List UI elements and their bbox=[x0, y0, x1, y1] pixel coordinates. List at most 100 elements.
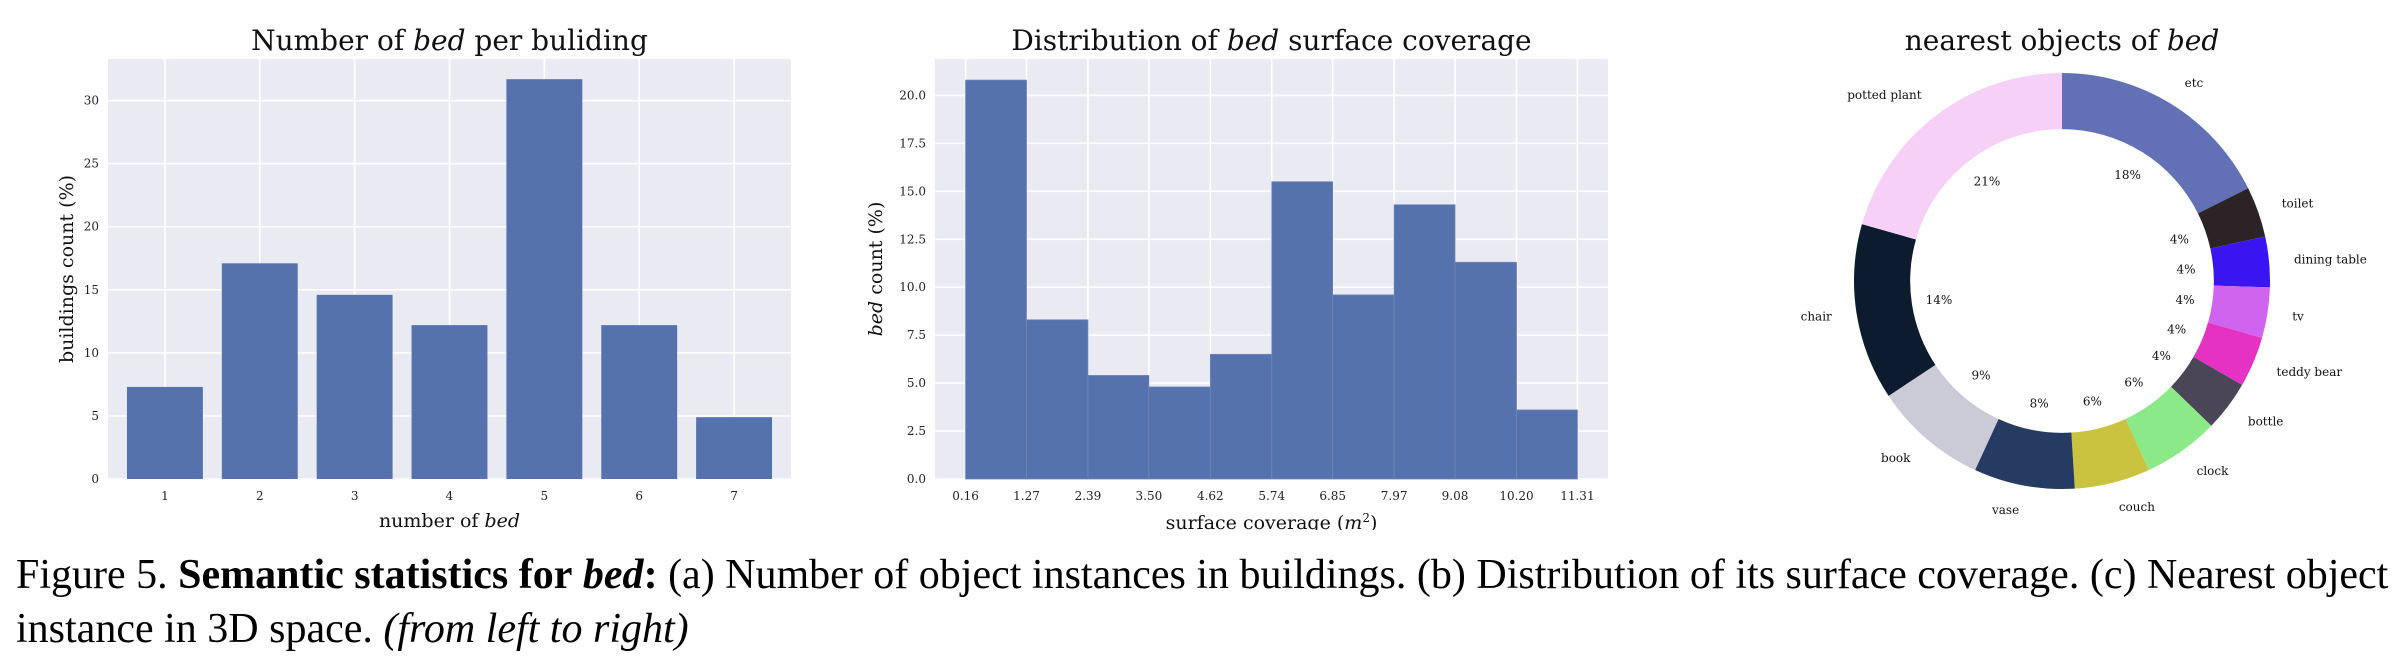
caption-colon: : bbox=[643, 552, 658, 598]
slice-percent-label: 4% bbox=[2167, 323, 2186, 337]
slice-couch bbox=[2071, 418, 2149, 489]
histogram-bar bbox=[1271, 181, 1334, 480]
histogram-bed-surface-coverage: 0.0 2.5 5.0 7.5 10.0 12.5 15.0 17.5 20.0 0.16 1.27… bbox=[865, 24, 1608, 530]
x-axis-label: surface coverage (m2) bbox=[1166, 511, 1378, 530]
slice-percent-label: 4% bbox=[2176, 293, 2195, 307]
slice-clock bbox=[2125, 386, 2212, 470]
slice-percent-label: 9% bbox=[1971, 369, 1990, 383]
caption-bold-object: bed bbox=[582, 552, 644, 598]
y-tick-label: 20.0 bbox=[899, 88, 926, 102]
y-tick-label: 10.0 bbox=[899, 280, 926, 294]
histogram-bar bbox=[1393, 204, 1456, 480]
slice-bottle bbox=[2171, 356, 2243, 426]
x-tick-label: 4 bbox=[446, 489, 454, 503]
slice-label: couch bbox=[2119, 500, 2155, 514]
y-tick-label: 0 bbox=[91, 472, 99, 486]
slice-percent-label: 4% bbox=[2152, 349, 2171, 363]
histogram-bar bbox=[1026, 319, 1089, 480]
histogram-bar bbox=[1516, 409, 1578, 480]
x-tick-label: 2.39 bbox=[1075, 489, 1102, 503]
x-tick-label: 0.16 bbox=[952, 489, 979, 503]
histogram-bar bbox=[1087, 375, 1150, 480]
y-axis-label: bed count (%) bbox=[865, 202, 887, 337]
slice-label: clock bbox=[2197, 464, 2230, 478]
histogram-bar bbox=[1209, 353, 1273, 480]
y-tick-label: 25 bbox=[84, 157, 99, 171]
slice-toilet bbox=[2197, 188, 2266, 249]
x-tick-label: 6 bbox=[635, 489, 643, 503]
x-tick-label: 9.08 bbox=[1442, 489, 1469, 503]
slice-label: potted plant bbox=[1847, 88, 1922, 102]
bar-7 bbox=[696, 417, 773, 479]
y-tick-label: 12.5 bbox=[899, 232, 926, 246]
y-tick-label: 2.5 bbox=[907, 424, 926, 438]
slice-label: book bbox=[1881, 451, 1911, 465]
y-tick-label: 7.5 bbox=[907, 328, 926, 342]
x-tick-label: 11.31 bbox=[1560, 489, 1594, 503]
slice-label: chair bbox=[1801, 310, 1832, 324]
y-tick-label: 15 bbox=[84, 283, 99, 297]
slice-percent-label: 18% bbox=[2114, 168, 2141, 182]
x-tick-label: 7 bbox=[730, 489, 738, 503]
slice-tv bbox=[2208, 285, 2270, 338]
histogram-bar bbox=[1454, 261, 1517, 480]
x-tick-label: 6.85 bbox=[1319, 489, 1346, 503]
bar-5 bbox=[506, 79, 583, 480]
x-tick-label: 3.50 bbox=[1136, 489, 1163, 503]
x-tick-label: 1 bbox=[161, 489, 169, 503]
slice-potted-plant bbox=[1861, 73, 2062, 240]
caption-figure-number: Figure 5. bbox=[16, 552, 168, 598]
bar-4 bbox=[411, 325, 488, 479]
chart-title: Number of bed per buliding bbox=[251, 24, 648, 57]
bar-chart-bed-per-building: 0 5 10 15 20 25 30 1 2 3 4 5 6 7 Number of bed per bul… bbox=[56, 24, 791, 530]
histogram-bar bbox=[1332, 294, 1395, 480]
slice-book bbox=[1888, 364, 1999, 470]
figure-caption: Figure 5. Semantic statistics for bed: (… bbox=[16, 548, 2396, 656]
slice-teddy-bear bbox=[2193, 322, 2263, 385]
histogram-bar bbox=[965, 79, 1027, 480]
slice-label: vase bbox=[1991, 503, 2019, 517]
bar-6 bbox=[601, 325, 678, 479]
x-tick-label: 5.74 bbox=[1258, 489, 1285, 503]
slice-label: etc bbox=[2185, 76, 2204, 90]
y-tick-label: 15.0 bbox=[899, 184, 926, 198]
donut-chart-nearest-objects: etc 18% toilet 4% dining table 4% tv 4% teddy be… bbox=[1801, 24, 2367, 517]
x-tick-label: 3 bbox=[351, 489, 359, 503]
slice-percent-label: 6% bbox=[2083, 395, 2102, 409]
y-tick-label: 30 bbox=[84, 94, 99, 108]
slice-percent-label: 4% bbox=[2176, 263, 2195, 277]
caption-note: (from left to right) bbox=[383, 606, 689, 652]
caption-bold-title: Semantic statistics for bbox=[178, 552, 573, 598]
slice-etc bbox=[2062, 73, 2249, 214]
bar-2 bbox=[221, 263, 298, 479]
bar-1 bbox=[126, 386, 203, 479]
chart-title: nearest objects of bed bbox=[1905, 24, 2220, 57]
chart-title: Distribution of bed surface coverage bbox=[1011, 24, 1531, 57]
y-tick-label: 0.0 bbox=[907, 472, 926, 486]
slice-label: bottle bbox=[2248, 414, 2284, 428]
y-tick-label: 5 bbox=[91, 409, 99, 423]
x-tick-label: 10.20 bbox=[1499, 489, 1533, 503]
slice-chair bbox=[1854, 224, 1936, 396]
x-tick-label: 2 bbox=[256, 489, 264, 503]
slice-label: teddy bear bbox=[2277, 365, 2343, 379]
bar-3 bbox=[316, 294, 393, 479]
slice-percent-label: 21% bbox=[1974, 175, 2001, 189]
figure-panels: 0 5 10 15 20 25 30 1 2 3 4 5 6 7 Number of bed per bul… bbox=[56, 24, 2367, 530]
slice-dining-table bbox=[2210, 236, 2270, 288]
y-axis-label: buildings count (%) bbox=[56, 175, 78, 363]
y-tick-label: 17.5 bbox=[899, 136, 926, 150]
slice-percent-label: 6% bbox=[2124, 376, 2143, 390]
x-tick-label: 1.27 bbox=[1013, 489, 1040, 503]
slice-percent-label: 4% bbox=[2170, 233, 2189, 247]
histogram-bar bbox=[1148, 386, 1211, 480]
y-tick-label: 5.0 bbox=[907, 376, 926, 390]
x-tick-label: 7.97 bbox=[1381, 489, 1408, 503]
slice-label: dining table bbox=[2294, 253, 2367, 267]
x-tick-label: 4.62 bbox=[1197, 489, 1224, 503]
y-tick-label: 20 bbox=[84, 220, 99, 234]
x-axis-label: number of bed bbox=[379, 510, 520, 530]
slice-percent-label: 8% bbox=[2030, 396, 2049, 410]
slice-label: tv bbox=[2292, 310, 2304, 324]
slice-percent-label: 14% bbox=[1926, 293, 1953, 307]
